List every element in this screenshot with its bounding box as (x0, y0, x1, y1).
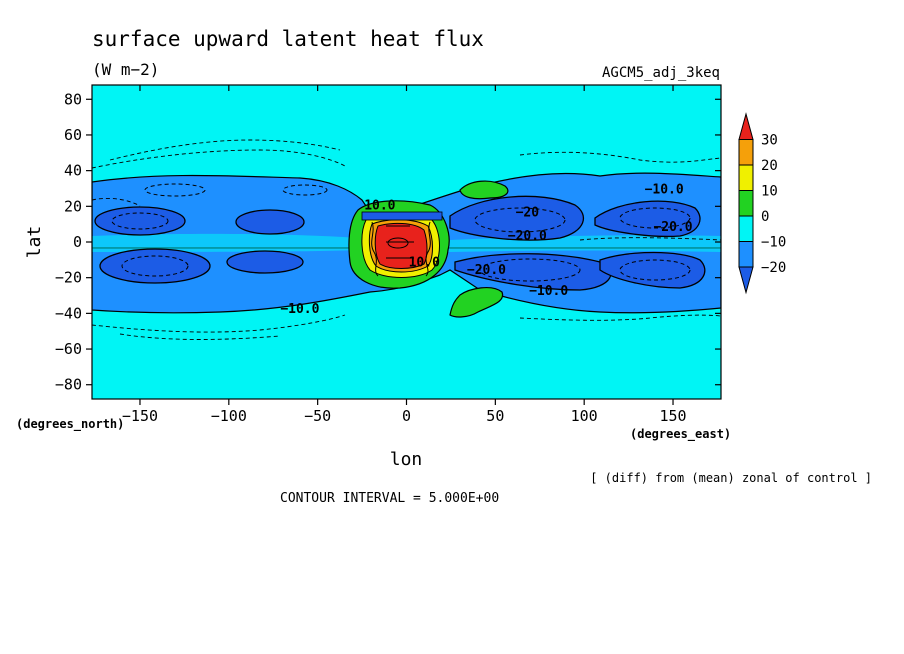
y-tick-label: 0 (73, 233, 82, 251)
colorbar-segment (738, 266, 754, 295)
y-axis: 80 60 40 20 0 −20 −40 −60 −80 (55, 90, 721, 394)
colorbar-label: 30 (761, 133, 778, 149)
core-sw-1 (99, 248, 211, 284)
x-tick-label: 100 (571, 407, 598, 425)
y-tick-label: −80 (55, 376, 82, 394)
chart-title: surface upward latent heat flux (92, 27, 484, 51)
colorbar: 30 20 10 0 −10 −20 (738, 112, 786, 295)
y-tick-label: −20 (55, 269, 82, 287)
chart-units: (W m−2) (92, 60, 159, 79)
core-nw-1 (94, 206, 186, 236)
green-patch-south (449, 286, 504, 318)
y-tick-label: 40 (64, 162, 82, 180)
y-axis-label: lat (24, 226, 45, 259)
contour-label: −10.0 (529, 284, 568, 299)
x-axis-label: lon (390, 449, 423, 470)
colorbar-label: 10 (761, 184, 778, 200)
core-sw-2 (226, 250, 304, 274)
red-center (374, 222, 428, 269)
core-nw-2 (235, 209, 305, 235)
contour-label: −20.0 (508, 229, 547, 244)
colorbar-segment (738, 139, 754, 166)
core-ne-1 (449, 195, 585, 241)
contour-label: −20.0 (467, 263, 506, 278)
y-unit-label: (degrees_north) (16, 417, 124, 432)
contour-label: −20 (516, 206, 540, 221)
y-tick-label: 60 (64, 126, 82, 144)
colorbar-segment (738, 241, 754, 268)
x-unit-label: (degrees_east) (630, 427, 731, 442)
y-tick-label: −60 (55, 340, 82, 358)
colorbar-segment (738, 215, 754, 242)
contour-label: 10.0 (364, 199, 395, 214)
contour-label: −20.0 (653, 220, 692, 235)
colorbar-segment (738, 164, 754, 191)
contour-label: −10.0 (280, 302, 319, 317)
colorbar-label: 0 (761, 209, 769, 225)
core-se-2 (599, 251, 706, 289)
colorbar-segment (738, 190, 754, 217)
x-tick-label: −100 (211, 407, 247, 425)
contour-interval-label: CONTOUR INTERVAL = 5.000E+00 (280, 491, 499, 506)
contour-label: 10.0 (409, 256, 440, 271)
x-axis: −150 −100 −50 0 50 100 150 (122, 85, 687, 425)
x-tick-label: 0 (402, 407, 411, 425)
core-ne-2 (594, 200, 701, 238)
contour-label: −10.0 (645, 182, 684, 197)
x-tick-label: −150 (122, 407, 158, 425)
contour-labels: 10.0 −10.0 −20.0 −20.0 −20.0 −10.0 −10.0 −20 10.… (280, 182, 692, 317)
colorbar-label: −10 (761, 235, 786, 251)
y-tick-label: −40 (55, 304, 82, 322)
x-tick-label: 150 (659, 407, 686, 425)
colorbar-label: −20 (761, 260, 786, 276)
x-tick-label: 50 (486, 407, 504, 425)
colorbar-label: 20 (761, 158, 778, 174)
y-tick-label: 80 (64, 90, 82, 108)
colorbar-segment (738, 112, 754, 140)
green-patch-north (459, 180, 509, 200)
y-tick-label: 20 (64, 197, 82, 215)
diff-note: [ (diff) from (mean) zonal of control ] (590, 471, 872, 485)
x-tick-label: −50 (304, 407, 331, 425)
dataset-label: AGCM5_adj_3keq (602, 65, 720, 81)
